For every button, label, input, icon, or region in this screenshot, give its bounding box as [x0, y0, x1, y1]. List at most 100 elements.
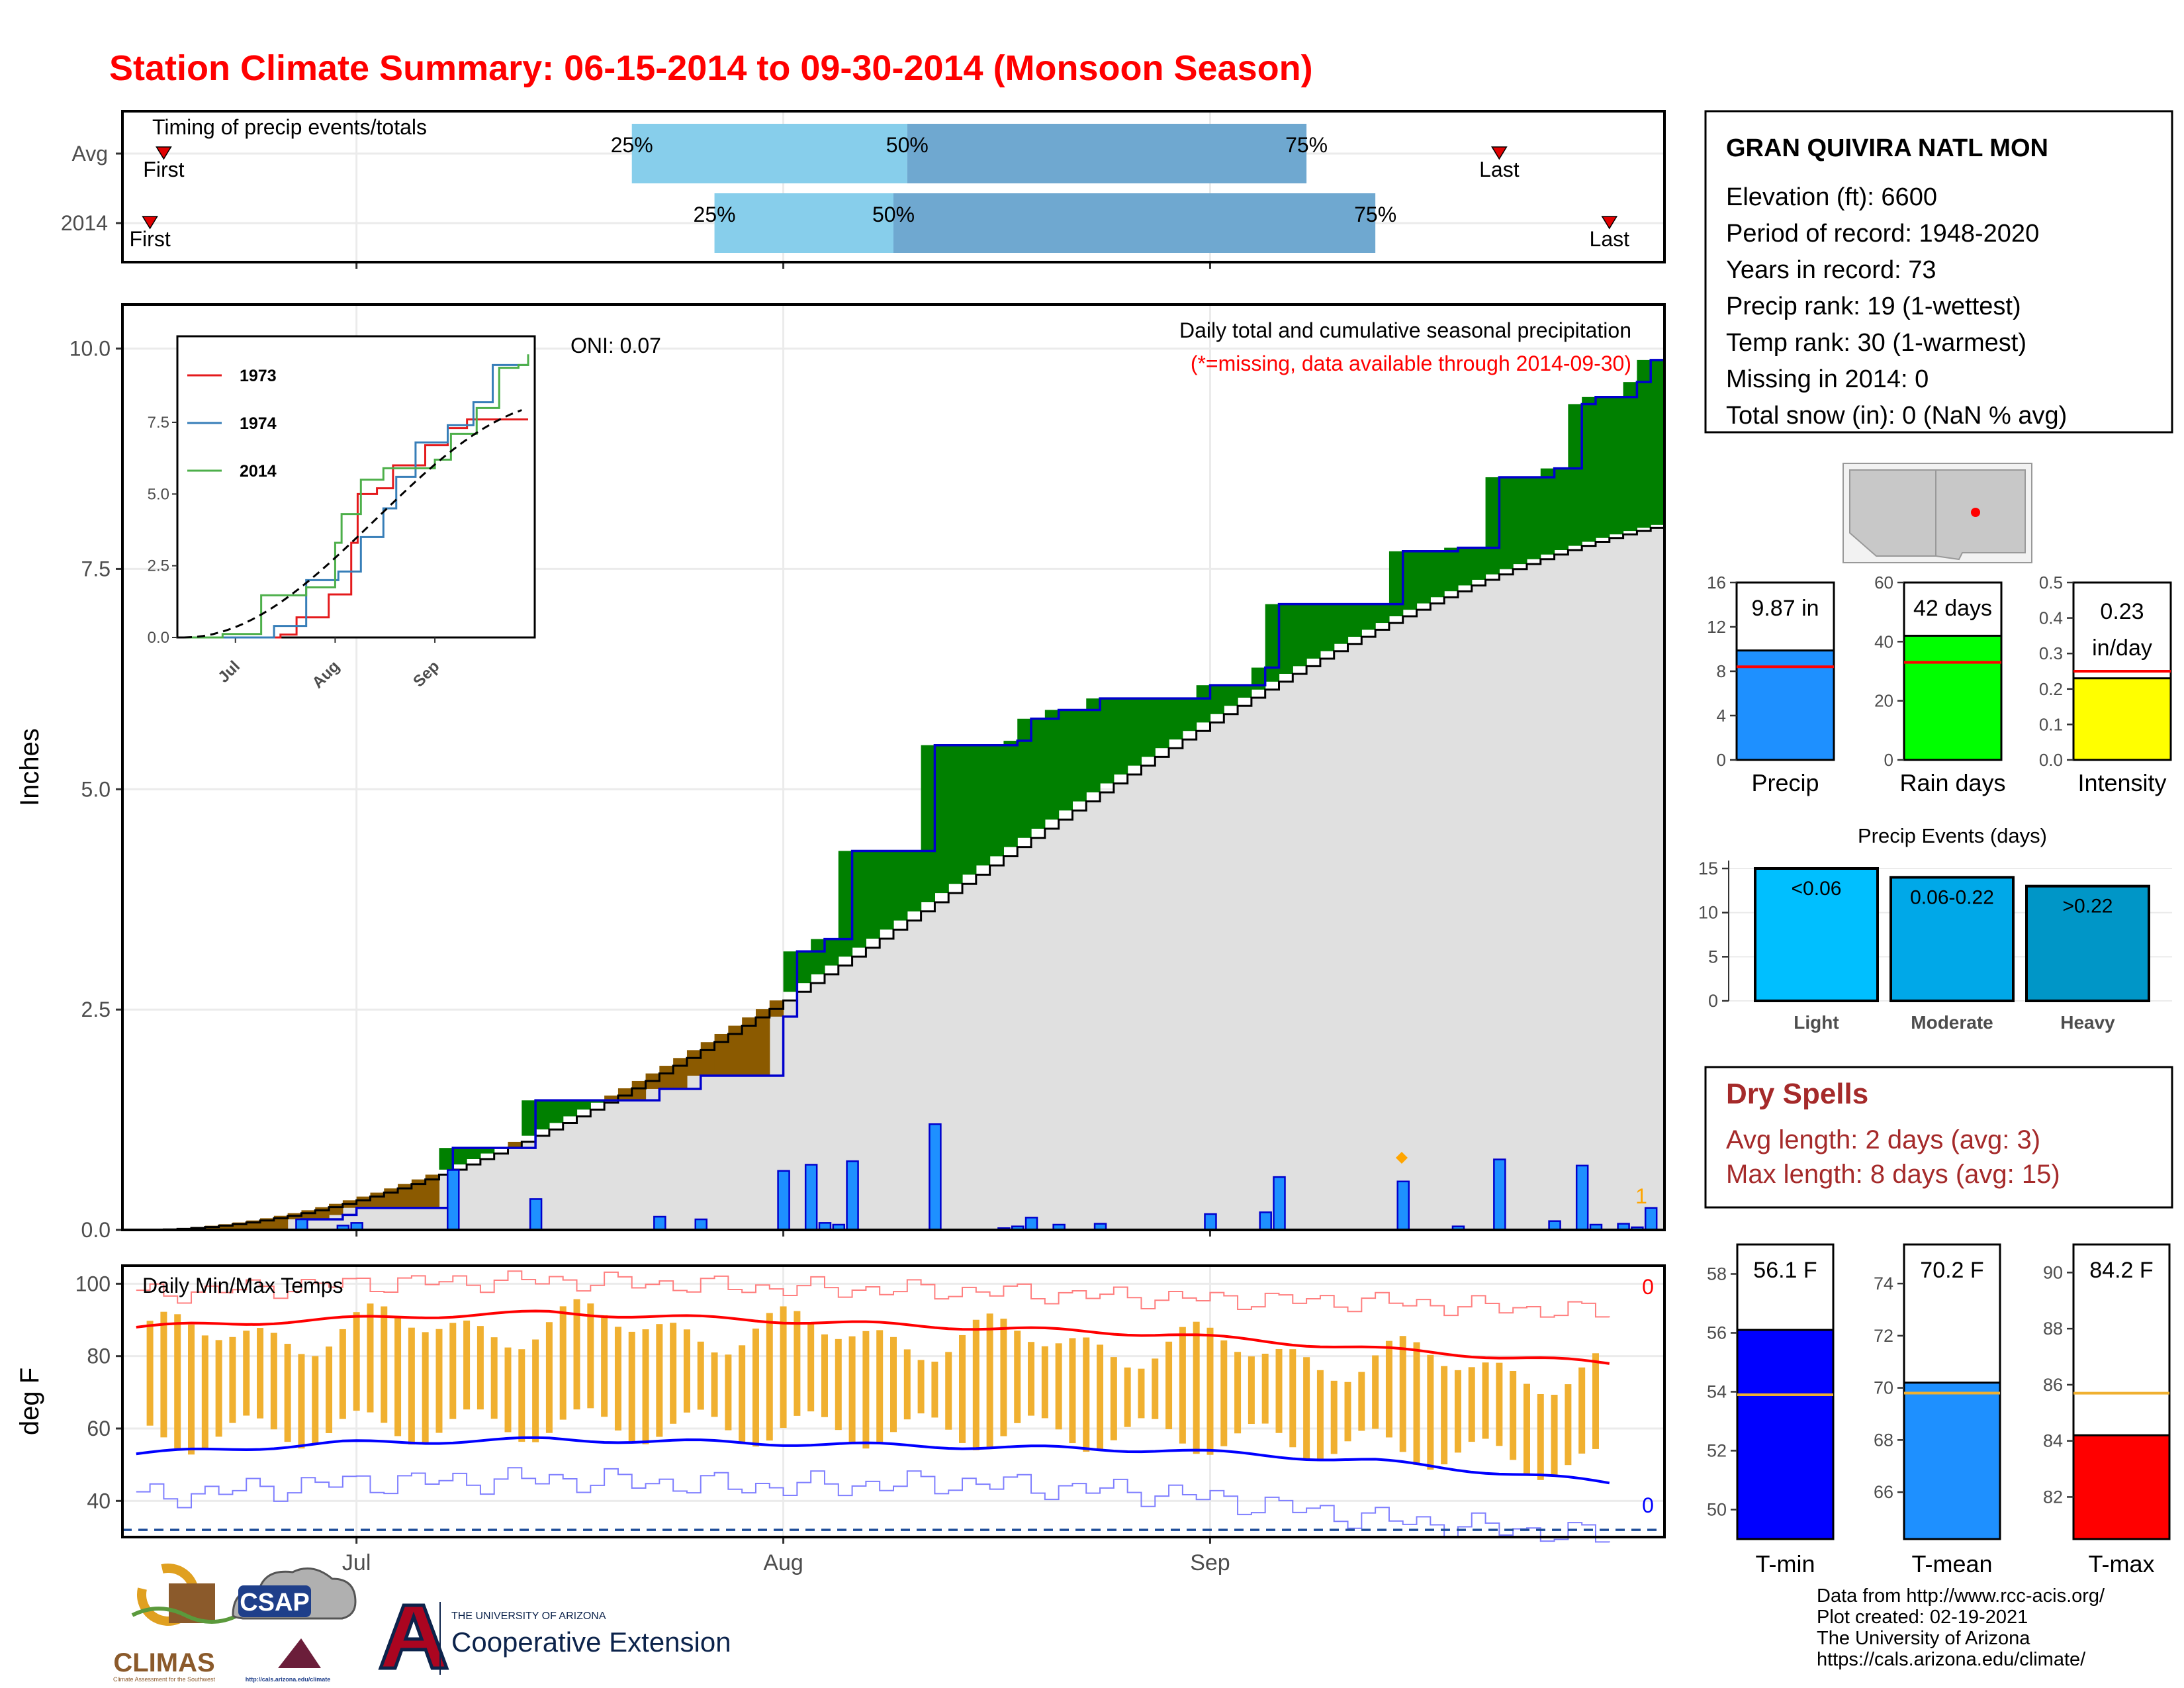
summary-bar-Precip: [1735, 649, 1835, 761]
precip-surplus-step: [439, 1148, 453, 1170]
precip-surplus-step: [989, 745, 1005, 857]
daily-temp-bar: [807, 1323, 815, 1412]
daily-temp-bar: [1234, 1352, 1242, 1434]
temp-summary-bar-T-mean: [1903, 1382, 2001, 1540]
daily-temp-bar: [1344, 1382, 1351, 1442]
precip-surplus-step: [1499, 477, 1514, 569]
climas-logo-subtext: Climate Assessment for the Southwest: [113, 1676, 216, 1683]
precip-deficit-step: [714, 1033, 729, 1076]
event-bar-heavy: [2025, 884, 2150, 1002]
daily-temp-bar: [1372, 1355, 1379, 1429]
temp-summary-category-label: T-mean: [1911, 1550, 1992, 1577]
precip-surplus-step: [1238, 685, 1252, 698]
daily-temp-bar: [1510, 1371, 1517, 1460]
first-event-label: First: [130, 227, 171, 251]
inset-legend-label: 2014: [240, 462, 277, 481]
location-map: [1843, 463, 2032, 563]
daily-temp-bar: [1193, 1321, 1200, 1454]
precip-surplus-step: [1568, 404, 1582, 546]
events-y-tick-label: 10: [1698, 903, 1718, 923]
temp-summary-category-label: T-max: [2088, 1550, 2154, 1577]
precip-surplus-step: [1651, 359, 1665, 525]
map-state-new-mexico: [1935, 469, 2026, 561]
temp-summary-y-tick-label: 90: [2043, 1262, 2063, 1282]
daily-temp-bar: [1261, 1353, 1269, 1424]
daily-temp-bar: [1055, 1343, 1062, 1430]
daily-temp-bar: [945, 1352, 952, 1430]
inset-panel: [176, 335, 536, 639]
first-event-marker: [142, 216, 158, 230]
precip-surplus-step: [1100, 698, 1115, 784]
event-bin-label: 0.06-0.22: [1910, 886, 1994, 908]
temp-summary-y-tick-label: 66: [1874, 1482, 1893, 1502]
daily-temp-bar: [449, 1323, 457, 1419]
precip-deficit-step: [659, 1066, 674, 1089]
precip-surplus-step: [1388, 551, 1404, 616]
csap-logo-text: CSAP: [240, 1589, 310, 1617]
station-location-dot: [1971, 508, 1980, 517]
precip-surplus-step: [1003, 741, 1018, 847]
daily-temp-bar: [284, 1344, 291, 1442]
page-title: Station Climate Summary: 06-15-2014 to 0…: [109, 48, 1313, 88]
precip-surplus-step: [1072, 710, 1087, 802]
daily-temp-bar: [146, 1321, 154, 1426]
daily-temp-bar: [931, 1362, 938, 1418]
event-bin-label: <0.06: [1792, 878, 1842, 900]
daily-temp-bar: [972, 1319, 979, 1450]
precip-deficit-step: [755, 1009, 770, 1076]
month-axis-label: Aug: [763, 1550, 803, 1575]
summary-y-tick-label: 0: [1884, 750, 1893, 770]
daily-temp-bar: [1138, 1368, 1145, 1419]
precip-surplus-step: [1430, 551, 1445, 598]
precip-surplus-step: [824, 939, 839, 966]
daily-temp-bar: [1110, 1357, 1117, 1440]
precip-surplus-step: [976, 745, 991, 866]
precip-y-tick-label: 7.5: [81, 557, 111, 581]
temp-summary-y-tick-label: 58: [1707, 1264, 1727, 1284]
precip-deficit-step: [384, 1188, 398, 1208]
precip-surplus-step: [549, 1100, 564, 1123]
daily-temp-bar: [821, 1334, 828, 1417]
events-y-tick-label: 15: [1698, 859, 1718, 878]
daily-temp-bar: [1427, 1354, 1434, 1470]
timing-p25-label: 25%: [611, 133, 653, 157]
average-min-line: [136, 1436, 1610, 1485]
summary-y-tick-label: 0.3: [2039, 643, 2063, 663]
precip-surplus-step: [1375, 604, 1390, 624]
temp-summary-y-tick-label: 74: [1874, 1274, 1893, 1293]
timing-bar-lower-Avg: [631, 124, 907, 183]
events-y-tick-label: 5: [1708, 947, 1718, 966]
daily-precip-bar: [529, 1198, 543, 1231]
daily-temp-bar: [381, 1306, 388, 1423]
daily-temp-bar: [794, 1311, 801, 1416]
daily-temp-bar: [642, 1329, 649, 1444]
precip-y-tick-label: 5.0: [81, 777, 111, 801]
precip-surplus-step: [1595, 397, 1610, 538]
summary-category-label: Rain days: [1899, 769, 2005, 796]
daily-temp-bar: [1551, 1395, 1558, 1477]
oni-label: ONI: 0.07: [570, 334, 661, 357]
precip-surplus-step: [1031, 718, 1046, 829]
inset-y-tick-label: 5.0: [148, 485, 169, 503]
precip-surplus-step: [1444, 547, 1459, 592]
daily-precip-bar: [929, 1123, 942, 1231]
daily-temp-bar: [1124, 1367, 1131, 1427]
first-event-label: First: [143, 158, 184, 181]
summary-category-label: Intensity: [2077, 769, 2166, 796]
summary-y-tick-label: 12: [1707, 617, 1726, 637]
precip-surplus-step: [1361, 604, 1376, 630]
dry-spells-title: Dry Spells: [1726, 1078, 1868, 1110]
daily-temp-bar: [160, 1311, 167, 1438]
timing-p75-label: 75%: [1285, 133, 1328, 157]
precip-surplus-step: [1623, 382, 1637, 532]
temp-y-tick-label: 40: [87, 1489, 111, 1513]
csap-logo-badge: [238, 1585, 311, 1617]
min-missing-count: 0: [1642, 1493, 1654, 1517]
daily-temp-bar: [559, 1306, 567, 1420]
precip-surplus-step: [535, 1100, 550, 1130]
station-info-box: [1704, 110, 2173, 434]
precip-surplus-step: [1526, 477, 1541, 559]
precip-surplus-step: [1265, 604, 1280, 682]
daily-temp-bar: [243, 1331, 250, 1416]
precip-surplus-step: [1293, 604, 1307, 667]
